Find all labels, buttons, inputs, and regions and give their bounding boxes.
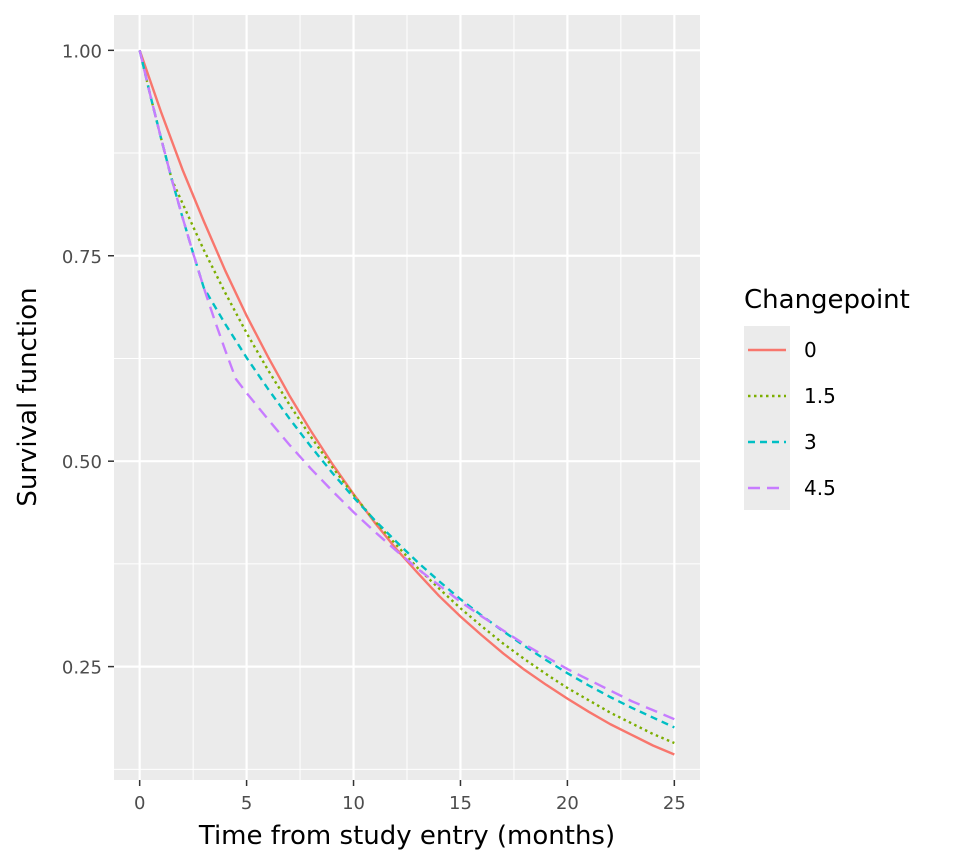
y-tick-label: 0.75 <box>62 247 102 268</box>
y-axis: 0.25 0.50 0.75 1.00 <box>62 41 114 679</box>
x-tick-label: 5 <box>241 793 252 814</box>
legend-title: Changepoint <box>744 285 910 315</box>
y-axis-title: Survival function <box>13 287 43 506</box>
legend-key-background <box>744 326 790 510</box>
x-tick-label: 10 <box>342 793 365 814</box>
x-tick-label: 25 <box>663 793 686 814</box>
major-gridlines <box>114 15 700 780</box>
y-tick-label: 0.50 <box>62 452 102 473</box>
x-tick-label: 0 <box>134 793 145 814</box>
x-axis-title: Time from study entry (months) <box>198 821 615 851</box>
legend: Changepoint 0 1.5 3 4.5 <box>744 285 910 510</box>
minor-gridlines <box>114 15 700 780</box>
series-layer <box>138 49 675 756</box>
y-tick-label: 1.00 <box>62 41 102 62</box>
y-tick-label: 0.25 <box>62 658 102 679</box>
legend-label: 1.5 <box>804 384 836 408</box>
legend-label: 4.5 <box>804 476 836 500</box>
x-tick-label: 15 <box>449 793 472 814</box>
legend-label: 0 <box>804 338 817 362</box>
x-tick-label: 20 <box>556 793 579 814</box>
legend-label: 3 <box>804 430 817 454</box>
x-axis: 0 5 10 15 20 25 <box>134 780 686 814</box>
series-line-1-5 <box>138 50 675 745</box>
series-line-4-5 <box>138 50 675 721</box>
